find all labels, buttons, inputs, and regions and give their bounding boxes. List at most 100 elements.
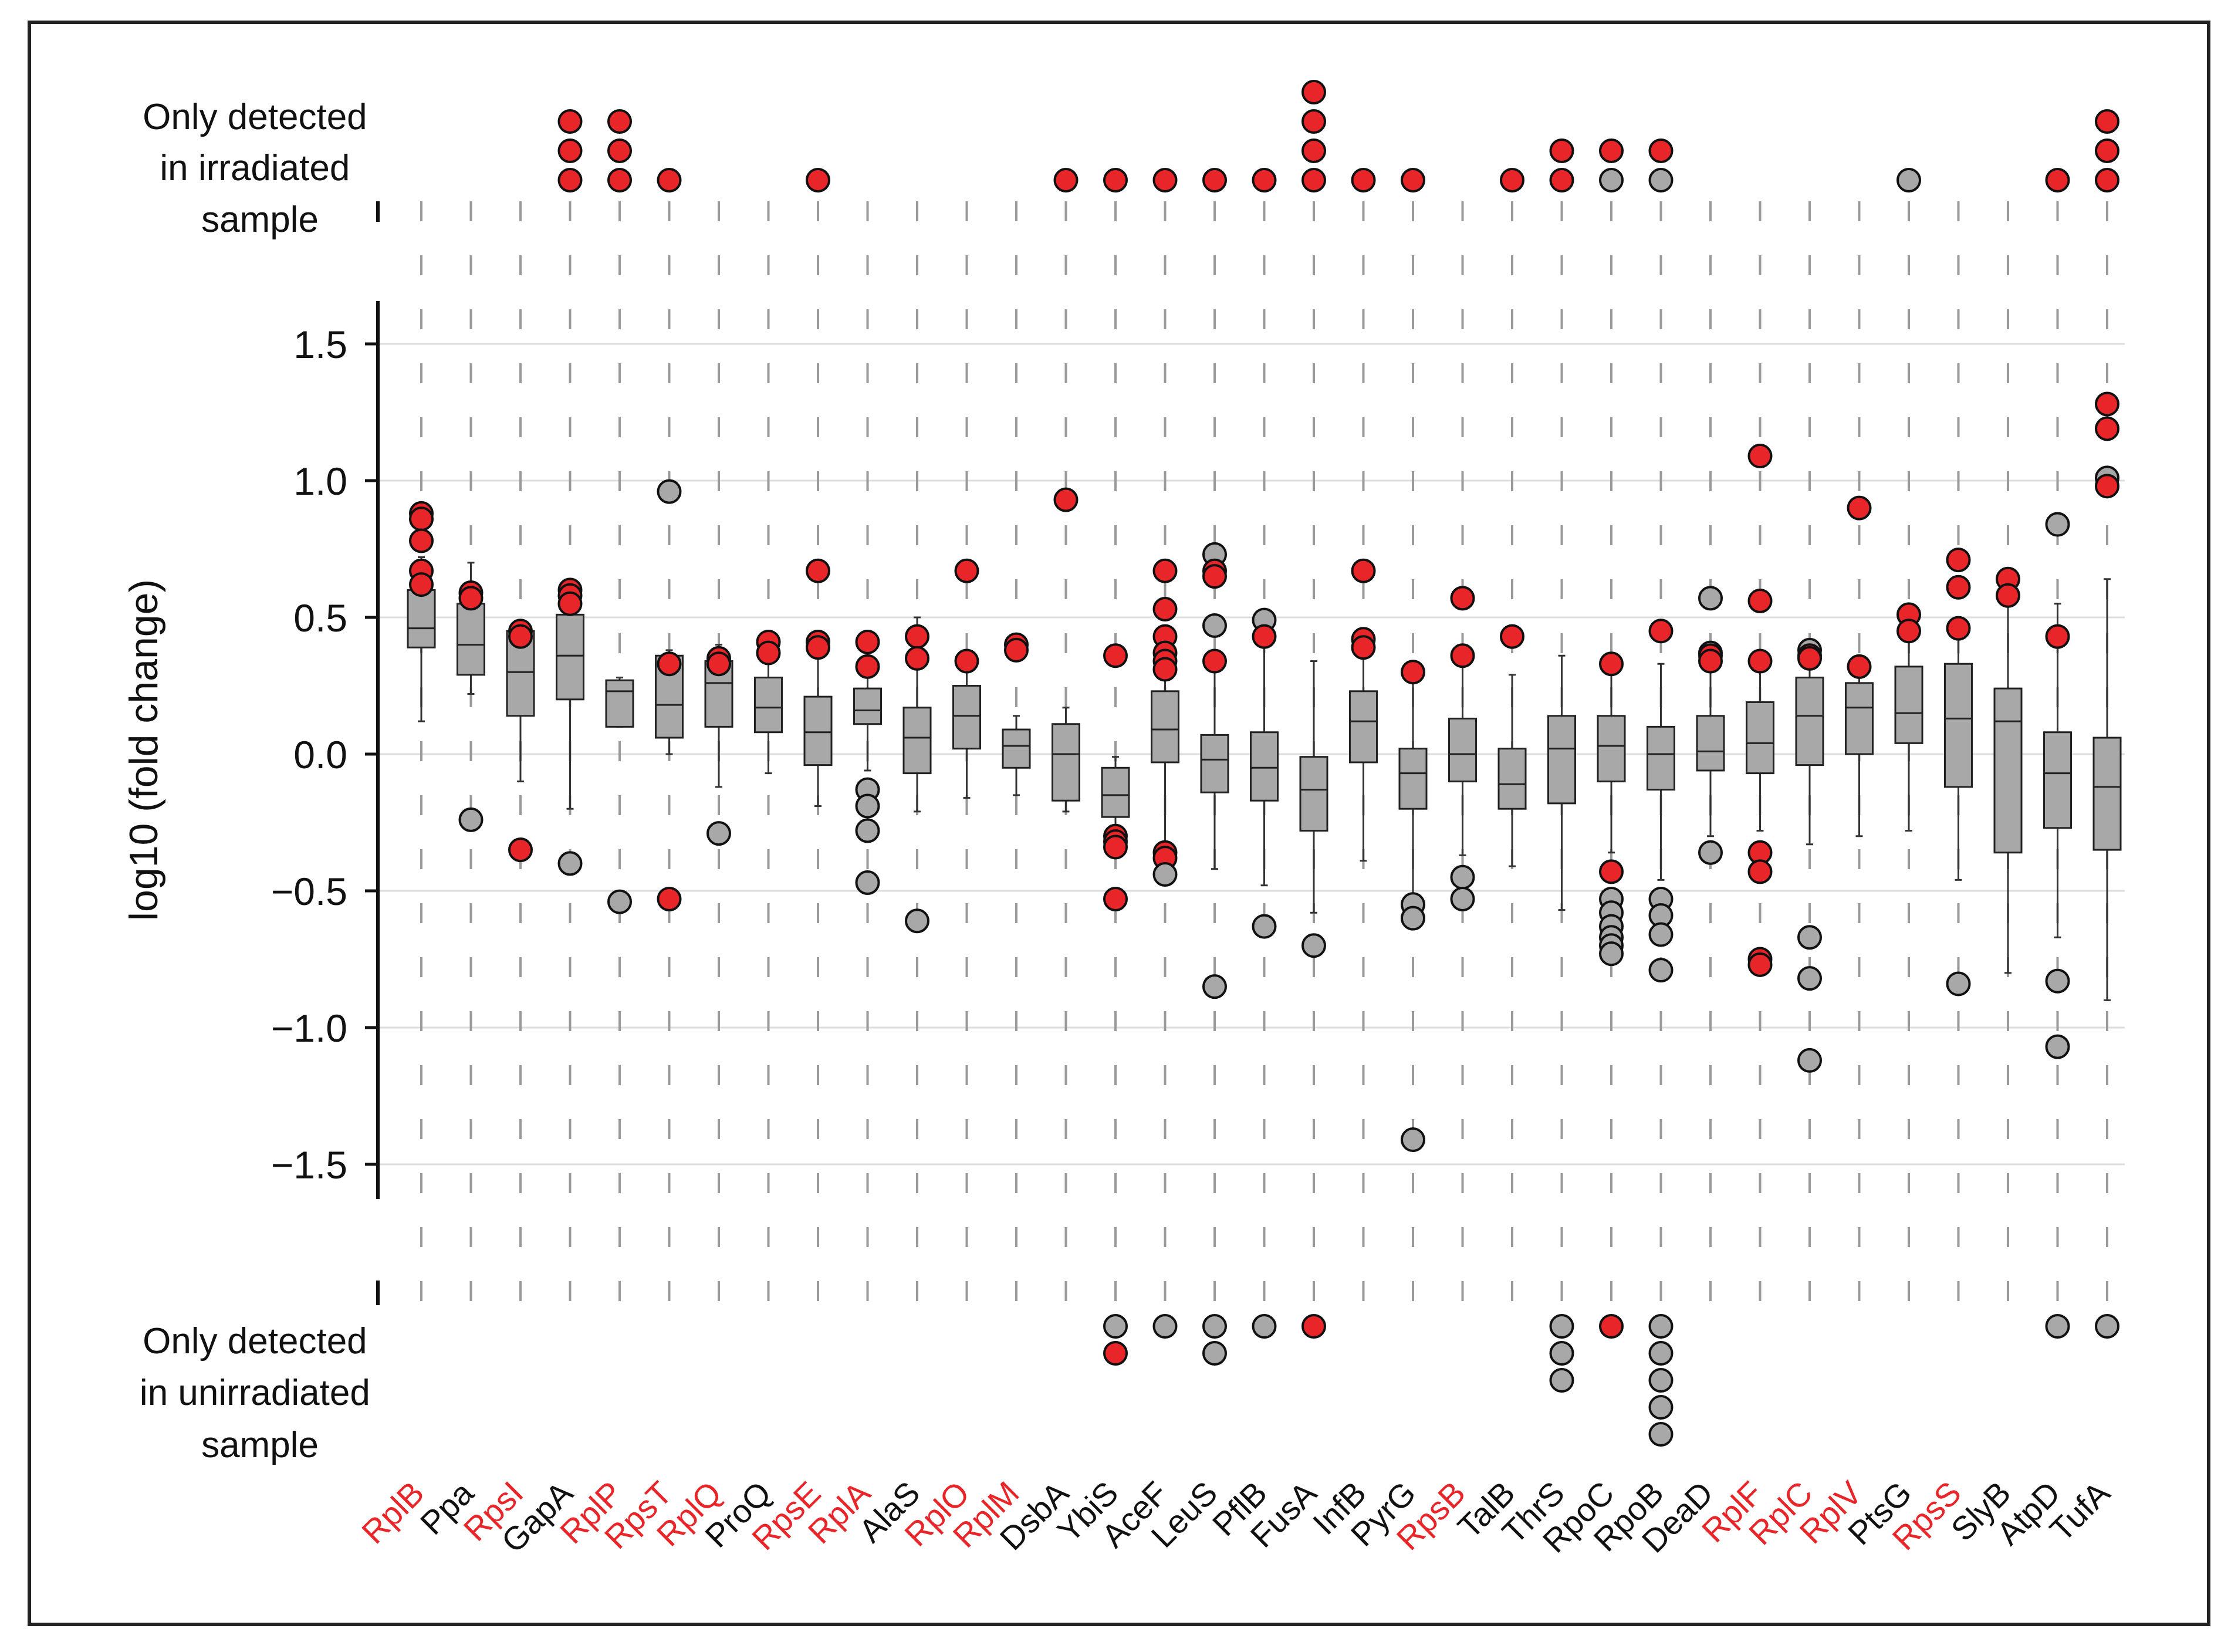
outlier-point [409, 506, 434, 532]
y-axis-ticks: 1.5 1.0 0.5 0.0 −0.5 −1.0 −1.5 [271, 323, 378, 1187]
irradiated-only-point [1401, 168, 1425, 192]
outlier-point [1450, 886, 1475, 911]
box-RplV [1845, 682, 1874, 755]
box-RplP [605, 679, 634, 728]
bottom-panel-label-line-1: Only detected [143, 1321, 367, 1362]
irradiated-only-point [1152, 168, 1178, 192]
unirradiated-only-point [1152, 1314, 1178, 1339]
irradiated-only-point [1896, 168, 1921, 192]
unirradiated-only-point [1549, 1341, 1574, 1366]
outlier-point [1450, 643, 1475, 668]
outlier-point [806, 635, 830, 660]
box-FusA [1299, 756, 1328, 832]
box-RpsB [1448, 717, 1477, 783]
outlier-point [905, 908, 929, 934]
outlier-point [1946, 548, 1971, 573]
irradiated-only-point [607, 109, 632, 134]
irradiated-only-point [1500, 168, 1524, 192]
box-RpoC [1597, 715, 1626, 783]
outlier-point [1450, 586, 1475, 611]
outlier-point [1152, 597, 1178, 622]
irradiated-only-point [806, 168, 830, 192]
unirradiated-only-point [1648, 1368, 1674, 1393]
outlier-point [855, 654, 880, 679]
outlier-point [607, 889, 632, 914]
outlier-point [1103, 643, 1128, 668]
outlier-point [409, 572, 434, 597]
outlier-point [409, 528, 434, 553]
outlier-point [1301, 933, 1326, 958]
outlier-point [1401, 906, 1425, 931]
outlier-point [1648, 958, 1674, 983]
y-axis-label: log10 (fold change) [121, 579, 166, 921]
outlier-point [2045, 968, 2070, 994]
outlier-point [1401, 660, 1425, 685]
outlier-point [954, 648, 979, 674]
irradiated-only-point [2095, 168, 2119, 192]
outlier-point [1599, 941, 1624, 967]
irradiated-only-point [557, 109, 583, 134]
irradiated-only-point [2045, 168, 2070, 192]
irradiated-only-point [1599, 168, 1624, 192]
outlier-point [1103, 886, 1128, 911]
bottom-panel-label: Only detected in unirradiated sample [140, 1321, 380, 1465]
irradiated-only-point [607, 138, 632, 163]
outlier-point [1648, 619, 1674, 644]
outlier-point [1202, 648, 1227, 674]
outlier-point [855, 793, 880, 819]
outlier-point [1747, 952, 1773, 977]
box-ProQ [754, 677, 783, 734]
irradiated-only-point [557, 168, 583, 192]
box-GapA [556, 613, 584, 701]
box-DsbA [1052, 723, 1080, 802]
box-RpsS [1944, 663, 1973, 788]
unirradiated-only-point [1648, 1341, 1674, 1366]
outlier-point [1896, 619, 1921, 644]
outlier-point [1401, 1127, 1425, 1153]
irradiated-only-point [1202, 168, 1227, 192]
box-RplB [407, 589, 436, 648]
outlier-point [1847, 654, 1872, 679]
outlier-point [657, 651, 682, 677]
outlier-point [2045, 624, 2070, 649]
unirradiated-only-point [1648, 1422, 1674, 1447]
outlier-point [508, 837, 533, 863]
point-layer [409, 80, 2119, 1447]
outlier-point [1351, 558, 1376, 583]
box-PyrG [1398, 748, 1428, 810]
y-tick-label: 1.0 [293, 460, 347, 503]
outlier-point [2095, 416, 2119, 441]
outlier-point [1202, 974, 1227, 999]
unirradiated-only-point [1648, 1314, 1674, 1339]
irradiated-only-point [2095, 138, 2119, 163]
irradiated-only-point [1549, 138, 1574, 163]
irradiated-only-point [557, 138, 583, 163]
irradiated-only-point [1648, 168, 1674, 192]
y-tick-label: −1.0 [271, 1006, 347, 1050]
irradiated-only-point [1053, 168, 1079, 192]
unirradiated-only-point [1252, 1314, 1277, 1339]
outlier-point [855, 818, 880, 843]
outlier-point [1202, 564, 1227, 589]
outlier-point [1599, 859, 1624, 884]
box-TalB [1497, 748, 1527, 810]
outlier-point [1797, 925, 1822, 950]
outlier-point [1797, 646, 1822, 671]
outlier-point [855, 629, 880, 654]
outlier-point [1946, 616, 1971, 641]
irradiated-only-point [1301, 80, 1326, 104]
outlier-point [1252, 624, 1277, 649]
box-PtsG [1894, 665, 1923, 744]
box-AtpD [2043, 731, 2072, 829]
irradiated-only-point [1301, 138, 1326, 163]
unirradiated-only-point [1301, 1314, 1326, 1339]
unirradiated-only-point [1202, 1314, 1227, 1339]
outlier-point [1747, 444, 1773, 469]
box-AceF [1151, 690, 1179, 763]
outlier-point [2095, 391, 2119, 417]
outlier-point [1599, 651, 1624, 677]
outlier-point [1648, 922, 1674, 947]
box-SlyB [1993, 687, 2023, 854]
outlier-point [508, 624, 533, 649]
outlier-point [557, 591, 583, 616]
